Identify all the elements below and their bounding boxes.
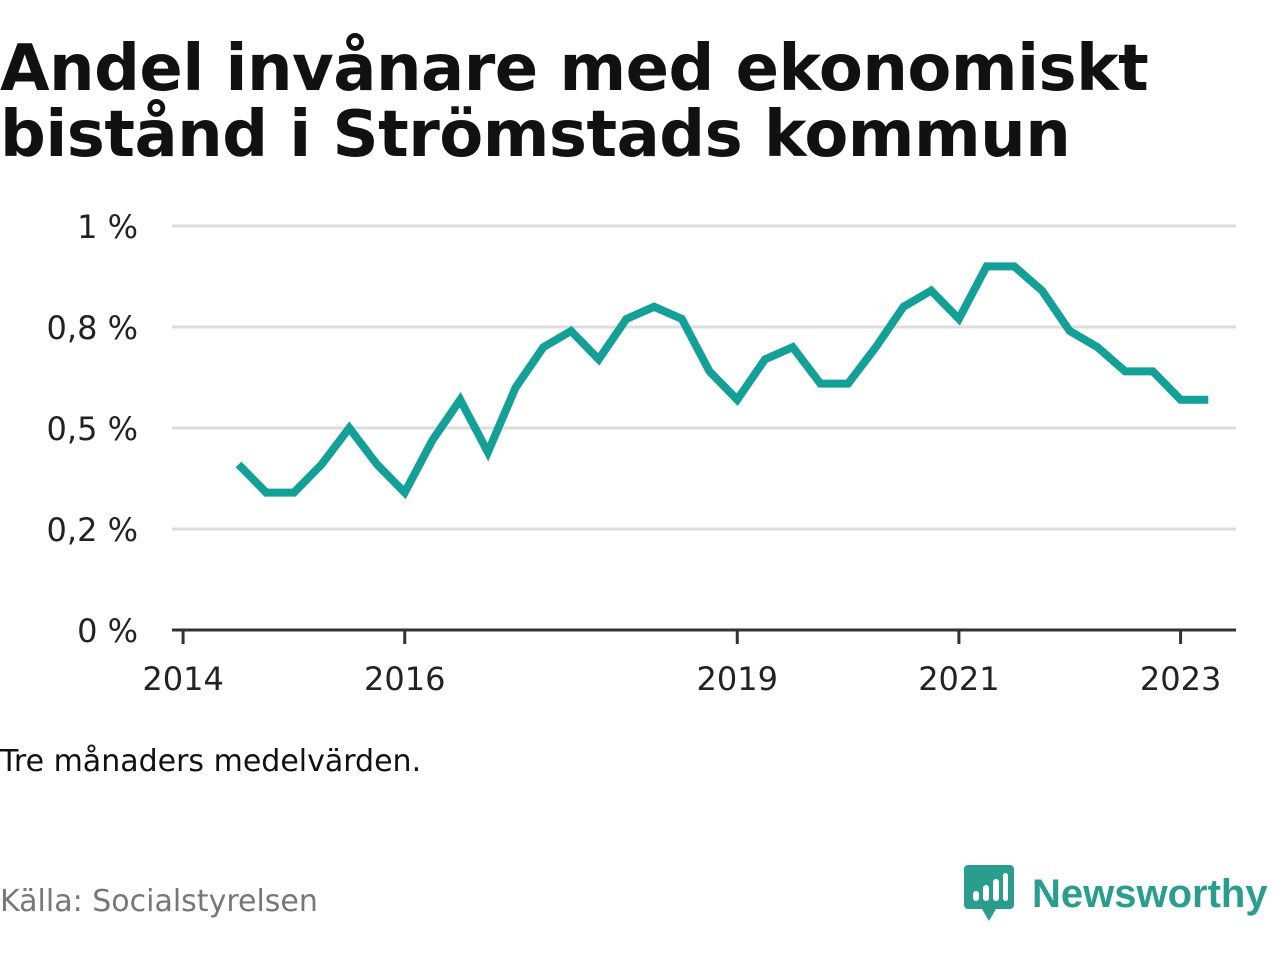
bar-chart-speech-bubble-icon [964, 865, 1014, 921]
chart-title: Andel invånare med ekonomiskt bistånd i … [0, 36, 1270, 168]
brand-name: Newsworthy [1032, 871, 1268, 916]
x-tick-label: 2023 [1140, 660, 1221, 698]
x-tick-label: 2021 [918, 660, 999, 698]
x-tick-label: 2019 [697, 660, 778, 698]
line-chart: 0 % 0,2 % 0,5 % 0,8 % 1 % 2014 2016 2019 2021 202… [47, 208, 1236, 698]
brand-logo: Newsworthy [964, 864, 1268, 924]
chart-note: Tre månaders medelvärden. [0, 744, 422, 779]
chart-title-line-2: bistånd i Strömstads kommun [0, 98, 1071, 172]
x-tick-label: 2014 [142, 660, 223, 698]
x-tick-label: 2016 [364, 660, 445, 698]
y-tick-label: 0 % [77, 612, 138, 650]
y-tick-label: 0,8 % [47, 309, 138, 347]
y-tick-label: 0,5 % [47, 410, 138, 448]
source-text: Källa: Socialstyrelsen [0, 884, 318, 919]
series-line [235, 262, 1209, 500]
y-tick-label: 0,2 % [47, 511, 138, 549]
chart-title-line-1: Andel invånare med ekonomiskt [0, 32, 1149, 106]
y-tick-label: 1 % [77, 208, 138, 246]
